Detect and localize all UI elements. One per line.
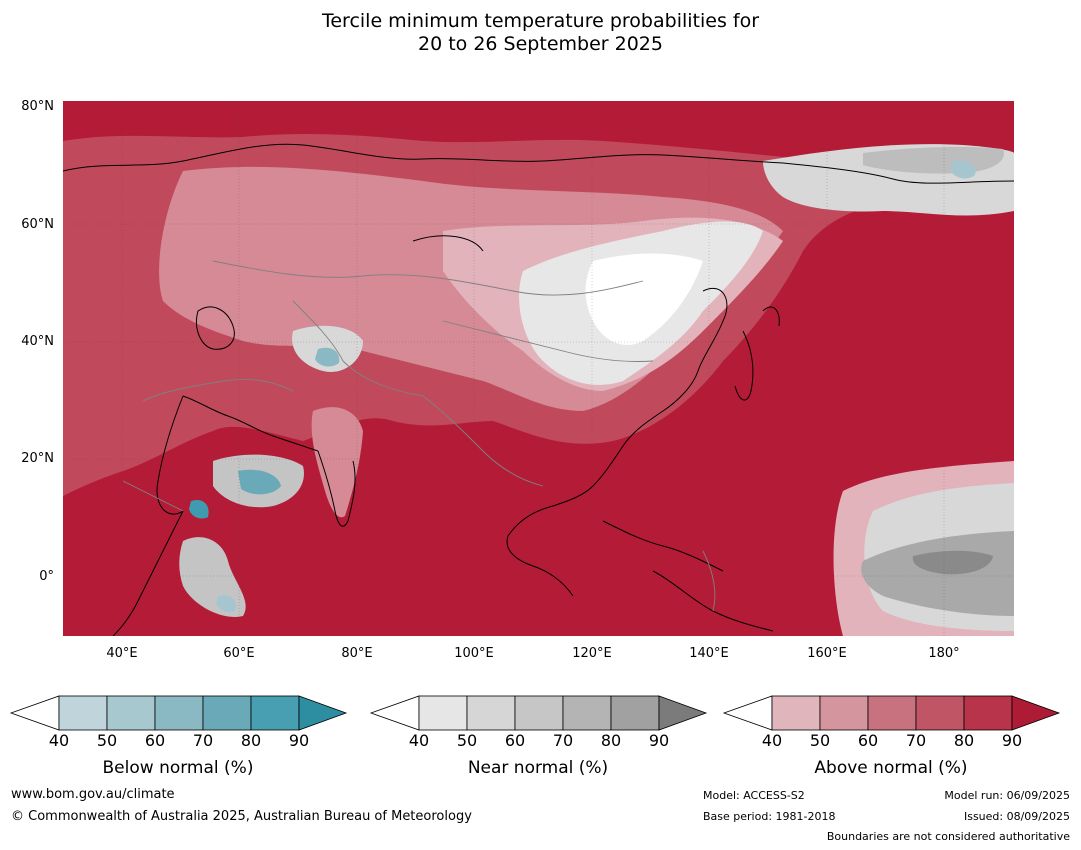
- colorbar-segment: [418, 695, 468, 731]
- colorbar-segment: [610, 695, 660, 731]
- lat-label-80n: 80°N: [21, 99, 54, 114]
- lon-label-100e: 100°E: [454, 646, 494, 661]
- colorbar-tick-label: 50: [809, 731, 831, 750]
- colorbar-tick-label: 80: [600, 731, 622, 750]
- colorbar-segment: [250, 695, 300, 731]
- colorbar-tick-label: 40: [48, 731, 70, 750]
- colorbar-segment: [819, 695, 869, 731]
- base-period: Base period: 1981-2018: [703, 810, 836, 823]
- colorbar-tick-label: 50: [96, 731, 118, 750]
- colorbar-segment: [867, 695, 917, 731]
- colorbar-upper-extension: [658, 695, 708, 731]
- near-normal-colorbar: [369, 695, 708, 731]
- arabian-sea-below-patch: [238, 469, 281, 495]
- colorbar-tick-label: 70: [192, 731, 214, 750]
- coastlines: [63, 143, 1014, 636]
- below-normal-legend-title: Below normal (%): [102, 758, 254, 778]
- country-borders: [122, 260, 716, 612]
- lon-label-40e: 40°E: [106, 646, 138, 661]
- lat-label-60n: 60°N: [21, 217, 54, 232]
- below-normal-colorbar: [9, 695, 348, 731]
- colorbar-upper-extension: [298, 695, 348, 731]
- colorbar-tick-label: 90: [288, 731, 310, 750]
- colorbar-tick-label: 60: [857, 731, 879, 750]
- boundaries-disclaimer: Boundaries are not considered authoritat…: [826, 830, 1070, 843]
- lon-label-80e: 80°E: [341, 646, 373, 661]
- lat-label-40n: 40°N: [21, 334, 54, 349]
- lon-label-120e: 120°E: [572, 646, 612, 661]
- colorbar-upper-extension: [1011, 695, 1061, 731]
- colorbar-tick-label: 70: [552, 731, 574, 750]
- colorbar-segment: [154, 695, 204, 731]
- colorbar-lower-extension: [722, 695, 773, 731]
- lon-label-180: 180°: [928, 646, 960, 661]
- copyright-text: © Commonwealth of Australia 2025, Austra…: [11, 809, 472, 824]
- above-normal-colorbar: [722, 695, 1061, 731]
- map-canvas: [63, 101, 1014, 636]
- colorbar-tick-label: 80: [240, 731, 262, 750]
- lon-label-140e: 140°E: [689, 646, 729, 661]
- white-china-patch: [585, 253, 703, 345]
- colorbar-tick-label: 70: [905, 731, 927, 750]
- below-siberia-patch: [951, 160, 976, 179]
- near-normal-legend-title: Near normal (%): [467, 758, 609, 778]
- colorbar-segment: [58, 695, 108, 731]
- colorbar-segment: [915, 695, 965, 731]
- indian-ocean-below-patch: [216, 595, 237, 613]
- colorbar-tick-label: 50: [456, 731, 478, 750]
- colorbar-segment: [106, 695, 156, 731]
- colorbar-segment: [771, 695, 821, 731]
- model-name: Model: ACCESS-S2: [703, 789, 805, 802]
- colorbar-tick-label: 60: [144, 731, 166, 750]
- colorbar-segment: [514, 695, 564, 731]
- model-run-date: Model run: 06/09/2025: [944, 789, 1070, 802]
- issued-date: Issued: 08/09/2025: [963, 810, 1070, 823]
- tibet-below-patch: [315, 347, 340, 367]
- colorbar-tick-label: 80: [953, 731, 975, 750]
- colorbar-tick-label: 40: [761, 731, 783, 750]
- title-line-1: Tercile minimum temperature probabilitie…: [321, 10, 760, 32]
- colorbar-segment: [562, 695, 612, 731]
- india-light-region: [311, 407, 363, 518]
- map-title: Tercile minimum temperature probabilitie…: [0, 10, 1081, 56]
- colorbar-tick-label: 60: [504, 731, 526, 750]
- colorbar-lower-extension: [369, 695, 420, 731]
- colorbar-segment: [202, 695, 252, 731]
- somalia-below-patch: [189, 499, 209, 519]
- colorbar-lower-extension: [9, 695, 60, 731]
- lon-label-60e: 60°E: [223, 646, 255, 661]
- map-gridlines: [63, 101, 1014, 636]
- title-line-2: 20 to 26 September 2025: [418, 33, 663, 55]
- lat-label-0: 0°: [39, 569, 54, 584]
- legend-colorbars: [9, 695, 1061, 731]
- colorbar-segment: [466, 695, 516, 731]
- lat-label-20n: 20°N: [21, 451, 54, 466]
- probability-map: [63, 101, 1014, 636]
- website-link[interactable]: www.bom.gov.au/climate: [11, 787, 175, 802]
- colorbar-tick-label: 90: [648, 731, 670, 750]
- pacific-dark-grey-region: [912, 550, 993, 575]
- above-normal-legend-title: Above normal (%): [814, 758, 968, 778]
- lon-label-160e: 160°E: [807, 646, 847, 661]
- colorbar-tick-label: 40: [408, 731, 430, 750]
- colorbar-segment: [963, 695, 1013, 731]
- colorbar-tick-label: 90: [1001, 731, 1023, 750]
